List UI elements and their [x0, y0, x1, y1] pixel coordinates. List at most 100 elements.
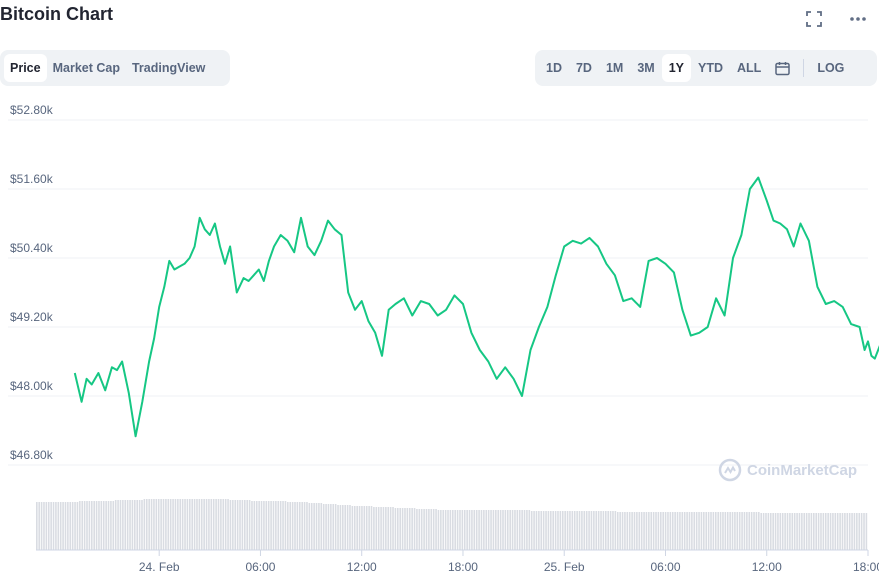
range-all-button[interactable]: ALL [737, 61, 762, 75]
volume-bar [824, 513, 827, 550]
volume-bar [212, 499, 215, 550]
volume-bar [217, 499, 220, 550]
volume-bar [480, 510, 483, 550]
volume-bar [40, 502, 43, 550]
volume-bar [564, 511, 566, 550]
volume-bar [387, 507, 390, 550]
range-1m-button[interactable]: 1M [605, 61, 624, 75]
volume-bar [420, 509, 423, 550]
volume-bar [447, 510, 449, 550]
volume-bar [722, 512, 724, 550]
volume-bar [863, 513, 865, 550]
tab-price[interactable]: Price [4, 54, 47, 82]
volume-bar [114, 500, 117, 550]
volume-bar [530, 511, 533, 550]
volume-bar [719, 512, 722, 550]
volume-bar [621, 512, 624, 550]
volume-bar [275, 501, 277, 550]
volume-bar [313, 503, 315, 550]
range-selector: 1D 7D 1M 3M 1Y YTD ALL LOG [535, 50, 877, 86]
volume-bar [318, 503, 320, 550]
range-ytd-button[interactable]: YTD [698, 61, 724, 75]
tab-tradingview[interactable]: TradingView [131, 61, 206, 75]
volume-bar [643, 512, 645, 550]
volume-bar [456, 510, 459, 550]
log-toggle-button[interactable]: LOG [817, 61, 845, 75]
volume-bar [590, 511, 593, 550]
volume-bar [734, 512, 736, 550]
volume-bar [59, 502, 62, 550]
volume-bar [585, 511, 588, 550]
volume-bar [346, 505, 349, 550]
volume-bar [705, 512, 708, 550]
volume-bar [181, 499, 184, 550]
volume-bar [676, 512, 679, 550]
volume-bar [110, 501, 112, 550]
watermark-text: CoinMarketCap [747, 461, 858, 479]
volume-bar [411, 508, 413, 550]
volume-bar [471, 510, 473, 550]
volume-bar [750, 512, 753, 550]
volume-bar [614, 511, 617, 550]
volume-bar [157, 499, 160, 550]
volume-bar [509, 510, 511, 550]
volume-bar [626, 512, 629, 550]
volume-bar [69, 502, 72, 550]
volume-bar [258, 501, 260, 550]
volume-bar [671, 512, 674, 550]
volume-bar [769, 513, 772, 550]
volume-bar [440, 510, 442, 550]
volume-bar [270, 501, 272, 550]
volume-bar [399, 508, 401, 550]
volume-bar [559, 511, 562, 550]
volume-bar [736, 512, 739, 550]
volume-bar [645, 512, 648, 550]
volume-bar [265, 501, 268, 550]
volume-bar [856, 513, 858, 550]
tab-market-cap[interactable]: Market Cap [52, 61, 120, 75]
range-3m-button[interactable]: 3M [637, 61, 655, 75]
range-1y-button[interactable]: 1Y [661, 54, 692, 82]
volume-bar [229, 500, 232, 550]
volume-bar [860, 513, 863, 550]
volume-bar [284, 501, 287, 550]
volume-bar [71, 502, 74, 550]
volume-bar [827, 513, 829, 550]
more-horizontal-icon[interactable] [847, 8, 869, 30]
volume-bar [117, 500, 119, 550]
volume-bar [557, 511, 559, 550]
volume-bar [695, 512, 698, 550]
volume-bar [327, 504, 330, 550]
volume-bar [607, 511, 609, 550]
volume-bar [43, 502, 45, 550]
volume-bar [846, 513, 849, 550]
volume-bar [74, 502, 76, 550]
volume-bar [504, 510, 507, 550]
volume-bar [234, 500, 237, 550]
volume-bar [777, 513, 779, 550]
volume-bar [561, 511, 564, 550]
volume-bar [526, 510, 528, 550]
fullscreen-icon[interactable] [803, 8, 825, 30]
volume-bar [514, 510, 516, 550]
volume-bar [98, 501, 100, 550]
volume-bar [490, 510, 492, 550]
range-1d-button[interactable]: 1D [546, 61, 562, 75]
range-7d-button[interactable]: 7D [575, 61, 592, 75]
volume-bar [253, 501, 256, 550]
volume-bar [593, 511, 595, 550]
y-tick-label: $51.60k [10, 172, 54, 186]
calendar-icon[interactable] [768, 54, 797, 82]
volume-bar [239, 500, 241, 550]
volume-bar [301, 502, 303, 550]
volume-bar [203, 499, 205, 550]
volume-bar [853, 513, 856, 550]
volume-bar [581, 511, 583, 550]
volume-bar [628, 512, 631, 550]
volume-bar [631, 512, 633, 550]
volume-bar [349, 505, 351, 550]
volume-bar [731, 512, 734, 550]
volume-bar [779, 513, 782, 550]
volume-bar [762, 513, 765, 550]
volume-bar [277, 501, 280, 550]
